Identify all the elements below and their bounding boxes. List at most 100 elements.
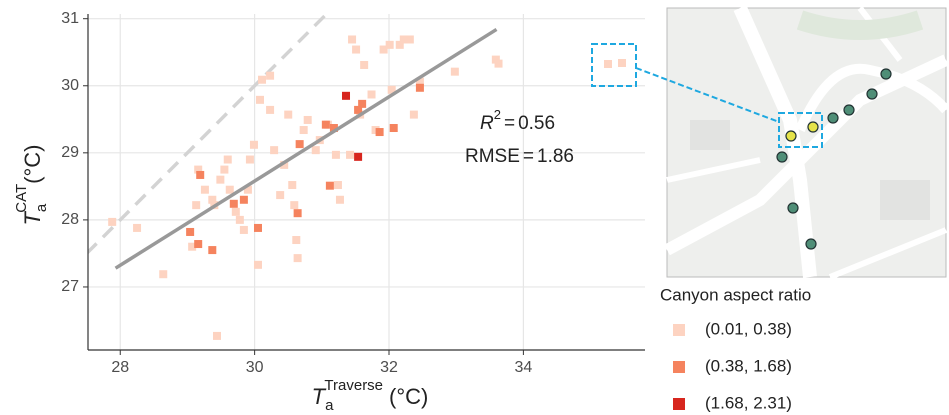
- point: [325, 181, 334, 190]
- point: [194, 165, 203, 174]
- point: [415, 77, 424, 86]
- r2-annotation: R2 = 0.56: [480, 107, 555, 134]
- point: [216, 175, 225, 184]
- point: [186, 227, 195, 236]
- point: [235, 215, 244, 224]
- point: [280, 160, 289, 169]
- plot-area: [88, 14, 645, 350]
- point: [220, 165, 229, 174]
- point: [253, 223, 262, 232]
- point: [450, 67, 459, 76]
- label-base: T: [312, 384, 327, 409]
- r2-value: 0.56: [518, 113, 555, 134]
- map-site: [866, 88, 878, 100]
- point: [293, 254, 302, 263]
- point: [243, 185, 252, 194]
- map-building: [880, 180, 930, 220]
- point: [385, 40, 394, 49]
- point: [333, 181, 342, 190]
- point: [258, 75, 267, 84]
- point: [342, 91, 351, 100]
- point: [331, 150, 340, 159]
- point: [270, 146, 279, 155]
- label-unit: (°C): [389, 384, 428, 409]
- legend-swatch: [673, 398, 685, 410]
- point: [284, 110, 293, 119]
- y-tick-label: 31: [61, 10, 79, 27]
- r2-symbol: R: [480, 113, 494, 134]
- legend: (0.01, 0.38) (0.38, 1.68) (1.68, 2.31): [673, 319, 792, 412]
- highlight-box: [778, 112, 823, 148]
- y-tick-label: 27: [61, 278, 79, 295]
- point: [253, 260, 262, 269]
- point: [292, 236, 301, 245]
- point: [415, 83, 424, 92]
- point: [208, 195, 217, 204]
- map-site-highlight: [807, 121, 819, 133]
- point: [200, 185, 209, 194]
- map-building: [690, 120, 730, 150]
- legend-swatch: [673, 324, 685, 336]
- highlight-box: [591, 43, 637, 87]
- x-tick-label: 30: [246, 359, 264, 376]
- y-tick-label: 30: [61, 77, 79, 94]
- map-site: [787, 202, 799, 214]
- point: [367, 90, 376, 99]
- point: [266, 71, 275, 80]
- rmse-value: 1.86: [537, 146, 574, 167]
- x-axis-label: Ta Traverse (°C): [312, 377, 429, 414]
- point: [329, 124, 338, 133]
- point: [194, 240, 203, 249]
- point: [266, 105, 275, 114]
- point: [133, 223, 142, 232]
- point: [239, 195, 248, 204]
- point: [225, 185, 234, 194]
- map-inset: [664, 5, 949, 280]
- label-sub: a: [33, 203, 50, 212]
- map-site: [843, 104, 855, 116]
- connector: [635, 67, 780, 123]
- point: [288, 181, 297, 190]
- point: [352, 45, 361, 54]
- point: [311, 146, 320, 155]
- point: [188, 242, 197, 251]
- rmse-label: RMSE: [465, 146, 520, 167]
- map-road: [733, 5, 817, 278]
- equals: =: [523, 146, 534, 167]
- reference-line: [88, 14, 329, 255]
- point: [358, 99, 367, 108]
- point: [303, 115, 312, 124]
- equals: =: [504, 113, 515, 134]
- point: [239, 225, 248, 234]
- x-tick-label: 32: [380, 359, 398, 376]
- marks: [88, 14, 503, 340]
- map-site: [805, 238, 817, 250]
- point: [208, 246, 217, 255]
- point: [494, 59, 503, 68]
- y-tick-label: 29: [61, 144, 79, 161]
- rmse-annotation: RMSE = 1.86: [465, 146, 574, 167]
- point: [231, 207, 240, 216]
- x-tick-label: 34: [514, 359, 532, 376]
- map-site: [776, 151, 788, 163]
- legend-label: (1.68, 2.31): [705, 393, 792, 412]
- point: [348, 35, 357, 44]
- label-sup: CAT: [13, 184, 30, 213]
- point: [293, 209, 302, 218]
- map-park: [796, 10, 924, 40]
- point: [295, 140, 304, 149]
- point: [290, 201, 299, 210]
- point: [387, 85, 396, 94]
- legend-label: (0.01, 0.38): [705, 319, 792, 338]
- point: [371, 126, 380, 135]
- label-sub: a: [325, 397, 334, 414]
- map-road: [795, 63, 949, 132]
- point: [375, 128, 384, 137]
- point: [108, 217, 117, 226]
- point: [379, 45, 388, 54]
- point: [409, 110, 418, 119]
- y-tick-label: 28: [61, 211, 79, 228]
- x-tick-label: 28: [111, 359, 129, 376]
- point: [256, 95, 265, 104]
